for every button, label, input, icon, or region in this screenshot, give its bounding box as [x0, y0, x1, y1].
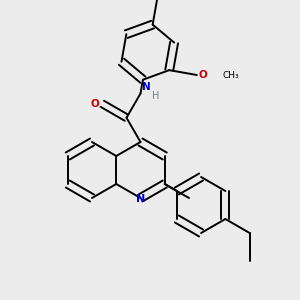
Text: O: O	[199, 70, 208, 80]
Text: O: O	[91, 99, 99, 109]
Text: H: H	[152, 91, 160, 100]
Text: CH₃: CH₃	[222, 70, 238, 80]
Text: N: N	[142, 82, 151, 92]
Text: N: N	[136, 194, 145, 204]
